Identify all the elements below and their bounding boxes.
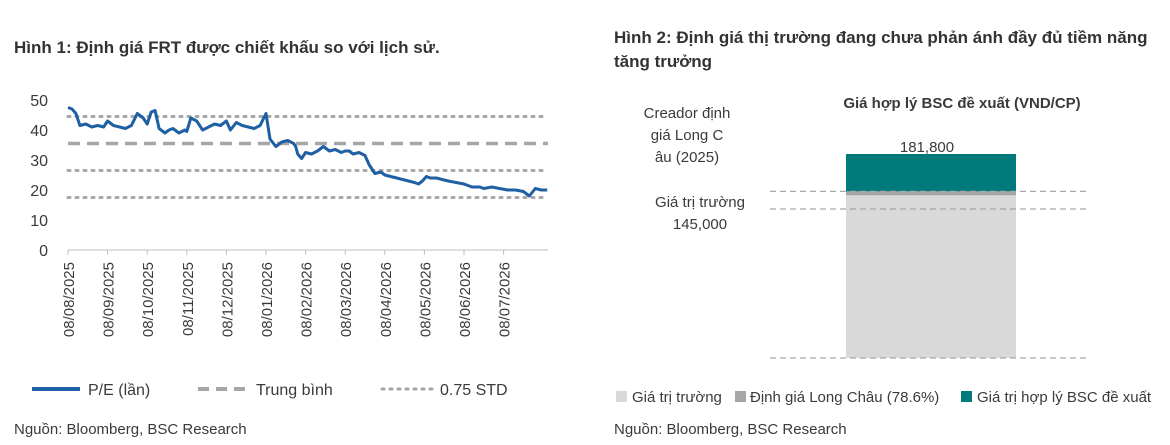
figure2-title: Hình 2: Định giá thị trường đang chưa ph… [614,28,1148,71]
x-tick-label: 08/10/2025 [140,262,157,337]
y-tick-label: 20 [30,183,48,200]
x-tick-label: 08/11/2025 [180,262,197,336]
top-value-label: 181,800 [900,139,954,156]
legend-std-label: 0.75 STD [440,382,508,399]
y-tick-label: 50 [30,93,48,110]
x-tick-label: 08/06/2026 [457,262,474,337]
legend-bsc-swatch [961,391,972,402]
bar-long-chau [846,191,1016,196]
long-chau-annotation-line: giá Long C [651,127,724,144]
market-annotation-label: Giá trị trường [655,194,745,211]
figure2-source: Nguồn: Bloomberg, BSC Research [614,421,847,438]
x-tick-label: 08/02/2026 [299,262,316,337]
legend-long-chau-label: Định giá Long Châu (78.6%) [750,389,939,406]
figure2-chart-title: Giá hợp lý BSC đề xuất (VND/CP) [843,95,1080,112]
x-tick-label: 08/09/2025 [101,262,118,337]
figure1-source: Nguồn: Bloomberg, BSC Research [14,421,247,438]
legend-market-label: Giá trị trường [632,389,722,406]
legend-market-swatch [616,391,627,402]
y-tick-label: 10 [30,213,48,230]
x-tick-label: 08/07/2026 [497,262,514,337]
long-chau-annotation-line: âu (2025) [655,149,719,166]
pe-series-line [67,106,548,198]
legend-long-chau-swatch [735,391,746,402]
figure1-title: Hình 1: Định giá FRT được chiết khấu so … [14,38,440,57]
legend-mean-label: Trung bình [256,382,333,399]
legend-bsc-label: Giá trị hợp lý BSC đề xuất [977,389,1152,406]
y-tick-label: 0 [39,243,48,260]
x-tick-label: 08/05/2026 [417,262,434,337]
bar-market-value [846,195,1016,358]
y-tick-label: 40 [30,123,48,140]
bar-bsc-fair-value [846,154,1016,192]
x-tick-label: 08/08/2025 [61,262,78,337]
x-tick-label: 08/03/2026 [338,262,355,337]
legend-pe-label: P/E (lần) [88,382,150,399]
y-tick-label: 30 [30,153,48,170]
x-tick-label: 08/04/2026 [378,262,395,337]
market-annotation-value: 145,000 [673,216,727,233]
x-tick-label: 08/01/2026 [259,262,276,337]
long-chau-annotation-line: Creador định [644,105,731,122]
x-tick-label: 08/12/2025 [219,262,236,337]
